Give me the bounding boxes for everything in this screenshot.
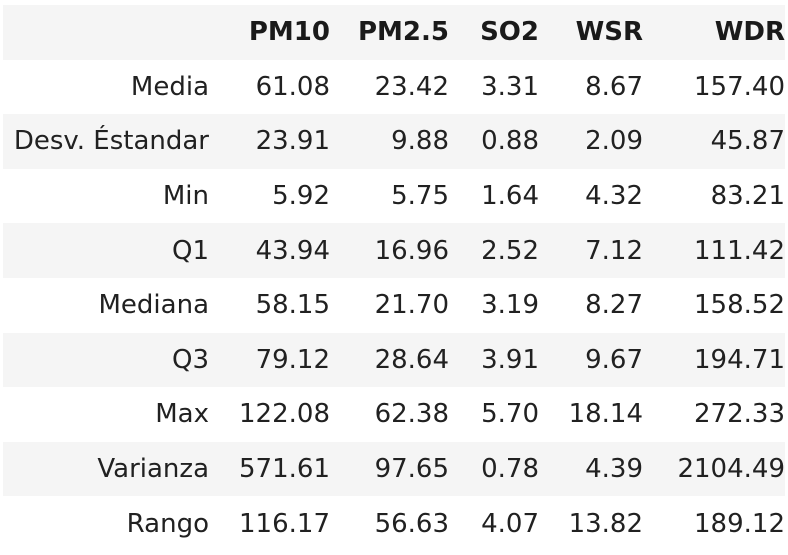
table-cell: 1.64 [449,168,539,224]
header-pm10: PM10 [209,5,330,60]
table-cell: 58.15 [209,277,330,333]
table-cell: 5.70 [449,387,539,442]
table-row: Desv. Éstandar 23.91 9.88 0.88 2.09 45.8… [3,114,785,169]
table-cell: 23.42 [330,59,449,115]
table-cell: 62.38 [330,387,449,442]
row-label: Varianza [3,441,209,497]
table-cell: 45.87 [643,114,785,169]
table-row: Media 61.08 23.42 3.31 8.67 157.40 [3,59,785,115]
table-cell: 2.52 [449,223,539,278]
table-cell: 5.92 [209,168,330,224]
table-cell: 56.63 [330,496,449,551]
table-row: Q1 43.94 16.96 2.52 7.12 111.42 [3,223,785,278]
table-cell: 157.40 [643,59,785,115]
table-row: Rango 116.17 56.63 4.07 13.82 189.12 [3,496,785,551]
table-row: Max 122.08 62.38 5.70 18.14 272.33 [3,387,785,442]
table-cell: 4.32 [539,168,643,224]
table-cell: 4.39 [539,441,643,497]
table-cell: 0.78 [449,441,539,497]
header-wdr: WDR [643,5,785,60]
row-label: Max [3,387,209,442]
table-row: Mediana 58.15 21.70 3.19 8.27 158.52 [3,277,785,333]
table-cell: 122.08 [209,387,330,442]
table-cell: 7.12 [539,223,643,278]
table-cell: 2.09 [539,114,643,169]
row-label: Desv. Éstandar [3,114,209,169]
header-wsr: WSR [539,5,643,60]
table-row: Min 5.92 5.75 1.64 4.32 83.21 [3,168,785,224]
table-header-row: PM10 PM2.5 SO2 WSR WDR [3,5,785,60]
row-label: Media [3,59,209,115]
table-cell: 571.61 [209,441,330,497]
table-cell: 272.33 [643,387,785,442]
table-cell: 21.70 [330,277,449,333]
row-label: Mediana [3,277,209,333]
table-cell: 116.17 [209,496,330,551]
row-label: Min [3,168,209,224]
row-label: Q3 [3,332,209,388]
table-cell: 158.52 [643,277,785,333]
table-cell: 28.64 [330,332,449,388]
statistics-table: PM10 PM2.5 SO2 WSR WDR Media 61.08 23.42… [3,5,785,551]
table-cell: 13.82 [539,496,643,551]
header-pm25: PM2.5 [330,5,449,60]
table-cell: 43.94 [209,223,330,278]
table-cell: 3.31 [449,59,539,115]
table-cell: 194.71 [643,332,785,388]
table-cell: 79.12 [209,332,330,388]
header-so2: SO2 [449,5,539,60]
table-cell: 97.65 [330,441,449,497]
table-cell: 18.14 [539,387,643,442]
table-cell: 8.67 [539,59,643,115]
table-cell: 4.07 [449,496,539,551]
table-cell: 3.19 [449,277,539,333]
table-cell: 9.67 [539,332,643,388]
table-cell: 83.21 [643,168,785,224]
table-cell: 23.91 [209,114,330,169]
table-row: Varianza 571.61 97.65 0.78 4.39 2104.49 [3,441,785,497]
table-cell: 0.88 [449,114,539,169]
table-cell: 2104.49 [643,441,785,497]
table-cell: 3.91 [449,332,539,388]
row-label: Rango [3,496,209,551]
table-cell: 61.08 [209,59,330,115]
table-cell: 9.88 [330,114,449,169]
table-cell: 16.96 [330,223,449,278]
table-cell: 8.27 [539,277,643,333]
table-row: Q3 79.12 28.64 3.91 9.67 194.71 [3,332,785,388]
table-cell: 189.12 [643,496,785,551]
header-row-label-corner [3,5,209,60]
row-label: Q1 [3,223,209,278]
table-cell: 5.75 [330,168,449,224]
table-cell: 111.42 [643,223,785,278]
